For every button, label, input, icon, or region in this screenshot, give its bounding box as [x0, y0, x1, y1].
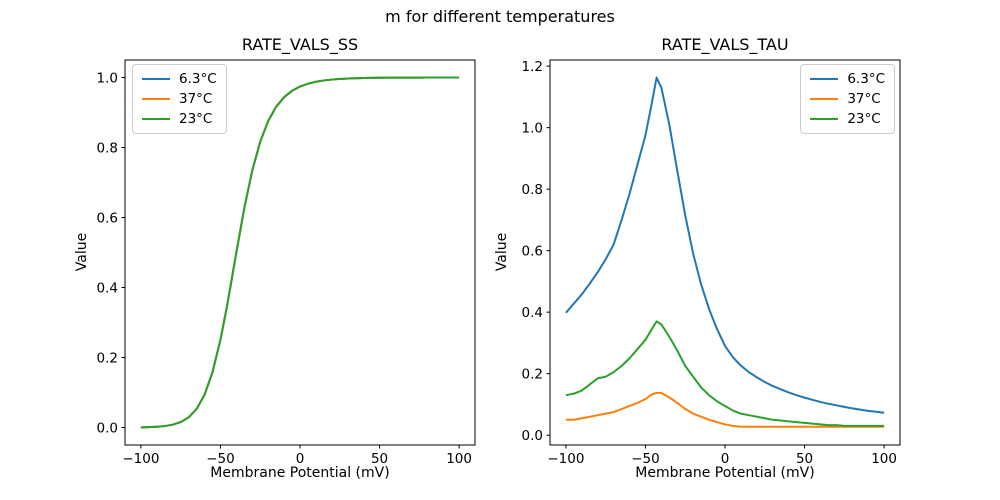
y-tick-label-tau: 0.4: [522, 305, 543, 321]
legend-item-label: 23°C: [847, 111, 881, 127]
x-tick-label-tau: 100: [871, 451, 897, 467]
x-tick-label-ss: −50: [206, 451, 235, 467]
subplot-title-ss: RATE_VALS_SS: [241, 35, 359, 54]
legend-item: 37°C: [810, 91, 885, 107]
legend-tau: 6.3°C 37°C 23°C: [800, 64, 895, 134]
legend-item: 23°C: [810, 111, 885, 127]
y-tick-label-tau: 0.6: [522, 243, 543, 259]
y-tick-label-tau: 0.0: [522, 428, 543, 444]
legend-line-sample-orange: [142, 98, 170, 100]
y-tick-label-ss: 0.4: [97, 280, 118, 296]
legend-item: 6.3°C: [810, 71, 885, 87]
y-tick-label-tau: 0.8: [522, 182, 543, 198]
x-tick-label-tau: −100: [547, 451, 584, 467]
legend-line-sample-green: [142, 118, 170, 120]
y-tick-label-ss: 0.6: [97, 210, 118, 226]
x-axis-label-ss: Membrane Potential (mV): [210, 465, 390, 481]
x-tick-label-tau: 50: [796, 451, 813, 467]
legend-line-sample-orange: [810, 98, 839, 100]
x-tick-label-ss: 0: [296, 451, 305, 467]
legend-item-label: 37°C: [847, 91, 881, 107]
subplot-title-tau: RATE_VALS_TAU: [661, 35, 789, 54]
y-tick-label-tau: 1.0: [522, 120, 543, 136]
legend-line-sample-green: [810, 118, 839, 120]
legend-item-label: 23°C: [179, 111, 213, 127]
x-tick-label-ss: −100: [122, 451, 159, 467]
y-tick-label-ss: 1.0: [97, 70, 118, 86]
legend-ss: 6.3°C 37°C 23°C: [132, 64, 227, 134]
series-line-ss-23°C: [140, 76, 460, 429]
legend-line-sample-blue: [142, 78, 170, 80]
legend-item: 6.3°C: [142, 71, 217, 87]
x-tick-label-ss: 100: [446, 451, 472, 467]
legend-line-sample-blue: [810, 78, 839, 80]
series-line-tau-23°C: [565, 320, 885, 427]
axes-frame-tau: [549, 59, 901, 446]
legend-item-label: 6.3°C: [847, 71, 885, 87]
legend-item-label: 37°C: [179, 91, 213, 107]
y-tick-label-tau: 1.2: [522, 59, 543, 75]
series-line-tau-37°C: [565, 391, 885, 428]
y-tick-label-ss: 0.0: [97, 420, 118, 436]
y-axis-label-tau: Value: [494, 232, 510, 272]
series-line-tau-6.3°C: [565, 76, 885, 414]
y-tick-label-ss: 0.8: [97, 140, 118, 156]
x-tick-label-ss: 50: [371, 451, 388, 467]
x-tick-label-tau: −50: [631, 451, 660, 467]
legend-item: 23°C: [142, 111, 217, 127]
legend-item: 37°C: [142, 91, 217, 107]
figure-title: m for different temperatures: [385, 7, 615, 26]
legend-item-label: 6.3°C: [179, 71, 217, 87]
axes-frame-ss: [124, 59, 476, 446]
x-axis-label-tau: Membrane Potential (mV): [635, 465, 815, 481]
y-axis-label-ss: Value: [74, 232, 90, 272]
x-tick-label-tau: 0: [721, 451, 730, 467]
y-tick-label-ss: 0.2: [97, 350, 118, 366]
y-tick-label-tau: 0.2: [522, 366, 543, 382]
